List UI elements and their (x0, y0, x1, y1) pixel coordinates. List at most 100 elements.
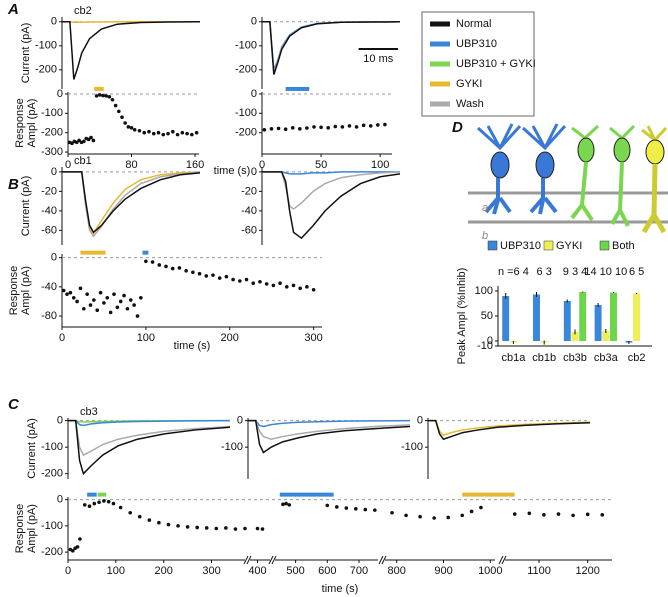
data-point (107, 95, 112, 99)
data-point (333, 124, 338, 129)
x-tick-label: 50 (315, 159, 327, 171)
trace (248, 419, 411, 428)
y-tick-label: -40 (41, 281, 57, 293)
data-point (92, 501, 97, 506)
data-point (224, 274, 229, 279)
data-point (312, 125, 316, 129)
data-point (340, 125, 345, 129)
legend-label: Wash (456, 98, 484, 110)
panel-sublabel: cb1 (74, 155, 92, 167)
x-tick-label: 0 (59, 332, 65, 344)
data-point (75, 545, 80, 549)
data-point (135, 314, 140, 318)
data-point (311, 287, 316, 292)
axis-break (243, 555, 249, 565)
data-point (147, 518, 152, 522)
legend-box (421, 11, 535, 117)
data-point (404, 513, 408, 518)
data-point (82, 139, 86, 144)
data-point (110, 97, 115, 102)
data-point (161, 132, 166, 137)
data-point (65, 292, 69, 296)
y-tick-label: -20 (241, 185, 257, 197)
data-point (197, 271, 202, 276)
y-tick-label: 0 (237, 415, 243, 427)
x-tick-label: 700 (350, 565, 368, 577)
data-point (287, 503, 292, 507)
legend-swatch (543, 240, 554, 251)
legend-label: UBP310 (500, 240, 541, 252)
y-tick-label: -40 (241, 205, 257, 217)
x-axis-label: time (s) (174, 340, 211, 352)
data-point (106, 499, 111, 504)
cell (521, 123, 567, 215)
data-point (170, 266, 175, 271)
bar (610, 292, 617, 341)
y-tick-label: 0 (51, 16, 57, 28)
data-point (325, 503, 330, 508)
data-point (78, 537, 82, 541)
data-point (102, 301, 106, 305)
data-point (144, 259, 148, 264)
y-axis-label: Current (pA) (26, 418, 38, 479)
data-point (95, 308, 100, 313)
data-point (175, 132, 180, 137)
y-tick-label: 0 (251, 16, 257, 28)
bar (579, 292, 587, 341)
data-point (542, 513, 546, 517)
y-tick-label: 0 (417, 415, 423, 427)
data-point (68, 290, 73, 295)
treatment-period (80, 250, 106, 255)
data-point (74, 140, 79, 145)
x-tick-label: 600 (318, 565, 336, 577)
y-tick-label: 0 (57, 415, 63, 427)
data-point (91, 138, 96, 143)
data-point (600, 513, 605, 517)
data-point (194, 130, 199, 135)
data-point (243, 526, 247, 531)
axis-break (501, 555, 507, 565)
data-point (139, 296, 143, 300)
data-point (70, 549, 75, 553)
y-tick-label: -20 (41, 185, 57, 197)
data-point (82, 503, 87, 507)
data-point (368, 124, 373, 128)
x-tick-label: 200 (154, 565, 172, 577)
trace (248, 419, 411, 440)
data-point (120, 115, 124, 119)
legend-label: GYKI (456, 78, 482, 90)
x-tick-label: 1100 (527, 565, 551, 577)
data-point (88, 303, 93, 307)
y-tick-label: -60 (241, 224, 257, 236)
data-point (151, 131, 156, 136)
legend-swatch (487, 240, 498, 251)
data-point (251, 281, 256, 286)
data-point (418, 514, 422, 519)
data-point (460, 513, 465, 518)
data-point (176, 524, 180, 528)
panel-label: C (8, 396, 20, 413)
data-point (157, 520, 161, 525)
data-point (70, 141, 74, 146)
y-tick-label: 0 (487, 335, 493, 347)
data-point (105, 296, 110, 300)
n-label: 14 10 10 (584, 266, 627, 278)
y-tick-label: -100 (41, 520, 63, 532)
treatment-period (285, 86, 310, 91)
data-point (571, 513, 575, 518)
legend-label: Both (612, 240, 635, 252)
data-point (86, 137, 91, 142)
data-point (204, 274, 209, 278)
y-tick-label: -200 (35, 64, 57, 76)
data-point (122, 293, 126, 298)
y-tick-label: -100 (221, 441, 243, 453)
y-axis-label: Ampl (pA) (20, 266, 32, 315)
legend-label: GYKI (556, 240, 582, 252)
data-point (373, 508, 377, 512)
x-axis-label: time (s) (214, 165, 251, 177)
y-tick-label: -100 (235, 107, 257, 119)
data-point (260, 527, 265, 531)
x-tick-label: 200 (221, 332, 239, 344)
y-axis-label: Ampl (pA) (26, 504, 38, 553)
data-point (244, 277, 249, 282)
